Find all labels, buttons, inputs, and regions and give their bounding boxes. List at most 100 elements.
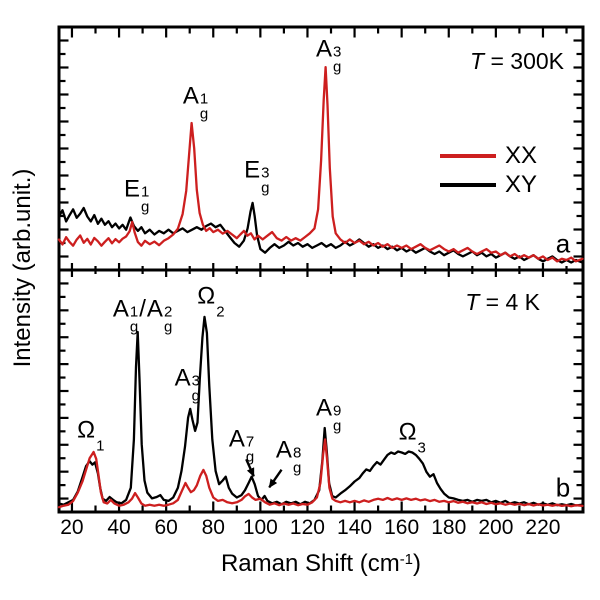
x-tick-label: 160 bbox=[384, 516, 420, 539]
y-axis-title: Intensity (arb.unit.) bbox=[9, 168, 36, 368]
panel-b-title: T = 4 K bbox=[465, 289, 540, 316]
series-xx-panel-b bbox=[57, 438, 584, 509]
peak-label-base: A bbox=[315, 35, 332, 63]
peak-label-superscript: 7 bbox=[245, 433, 255, 451]
peak-arrows bbox=[245, 458, 283, 489]
x-tick-label: 200 bbox=[478, 516, 514, 539]
peak-label-base: E bbox=[244, 156, 261, 184]
x-axis-title-text: Raman Shift (cm bbox=[220, 550, 400, 577]
x-tick-label: 140 bbox=[337, 516, 373, 539]
peak-label-base: A bbox=[228, 425, 245, 453]
peak-label-superscript: 2 bbox=[163, 303, 173, 321]
panel-a-title: T = 300K bbox=[470, 48, 564, 75]
legend-label-xy: XY bbox=[505, 170, 538, 198]
legend-label-xx: XX bbox=[505, 141, 538, 169]
x-tick-label: 80 bbox=[201, 516, 225, 539]
peak-label-subscript: g bbox=[191, 387, 201, 405]
peak-label-base: A bbox=[182, 82, 199, 110]
peak-label-subscript: 2 bbox=[216, 303, 225, 321]
peak-label-base: A bbox=[174, 364, 191, 392]
peak-arrow-Ag8 bbox=[268, 468, 283, 489]
panel-b-title-part: T bbox=[465, 289, 480, 315]
peak-label-subscript: 1 bbox=[96, 437, 105, 455]
peak-label-superscript: 1 bbox=[141, 183, 150, 201]
x-axis-title: Raman Shift (cm-1) bbox=[221, 550, 421, 578]
x-tick-label: 100 bbox=[242, 516, 278, 539]
peak-label-base: A bbox=[112, 295, 129, 323]
peak-label-subscript: g bbox=[292, 459, 302, 477]
peak-label-superscript bbox=[216, 292, 224, 304]
peak-label-subscript: g bbox=[129, 318, 139, 336]
panel-a-title-part: T bbox=[470, 48, 485, 74]
panel-b-frame bbox=[57, 268, 585, 514]
peak-label-subscript: g bbox=[332, 417, 342, 435]
peak-label-base: Ω bbox=[77, 416, 96, 444]
peak-label-subscript: g bbox=[245, 448, 255, 466]
peak-label-superscript: 3 bbox=[261, 164, 270, 182]
peak-label-superscript: 1 bbox=[129, 303, 139, 321]
x-tick-label: 120 bbox=[289, 516, 325, 539]
legend-item-xx: XX bbox=[440, 141, 537, 170]
legend-line-xy bbox=[440, 182, 496, 187]
peak-arrow-Ag7 bbox=[245, 458, 255, 478]
peak-label-scripts: 1 bbox=[96, 425, 105, 455]
x-axis-title-exponent: -1 bbox=[399, 551, 414, 568]
peak-label-superscript bbox=[96, 425, 104, 437]
peak-label-base: A bbox=[146, 295, 163, 323]
panel-a-title-part: = 300K bbox=[484, 48, 564, 74]
series-xy-panel-a bbox=[57, 201, 584, 264]
peak-label-superscript: 3 bbox=[332, 43, 342, 61]
panel-frames bbox=[57, 25, 585, 514]
x-tick-label: 20 bbox=[60, 516, 84, 539]
legend-item-xy: XY bbox=[440, 170, 537, 199]
peak-label-superscript bbox=[418, 427, 426, 439]
peak-label-base: A bbox=[315, 394, 332, 422]
peak-label-superscript: 9 bbox=[332, 402, 342, 420]
series-xx-panel-a bbox=[57, 65, 584, 263]
peak-label-scripts: 3 bbox=[418, 427, 426, 455]
peak-label-subscript: g bbox=[163, 318, 173, 336]
peak-label-superscript: 1 bbox=[199, 90, 209, 108]
peak-label-base: Ω bbox=[398, 418, 417, 446]
peak-label-subscript: g bbox=[332, 58, 342, 76]
peak-label-base: Ω bbox=[197, 282, 216, 310]
x-tick-label: 220 bbox=[525, 516, 561, 539]
spectra-curves bbox=[57, 65, 584, 509]
peak-label-superscript: 3 bbox=[191, 372, 201, 390]
legend: XX XY bbox=[440, 141, 537, 199]
x-tick-label: 60 bbox=[154, 516, 178, 539]
x-tick-label: 40 bbox=[107, 516, 131, 539]
peak-label-base: E bbox=[124, 175, 141, 203]
peak-label-Ag1Ag2: A 1 g / A 2 g bbox=[112, 295, 173, 336]
peak-label-subscript: g bbox=[141, 198, 150, 216]
